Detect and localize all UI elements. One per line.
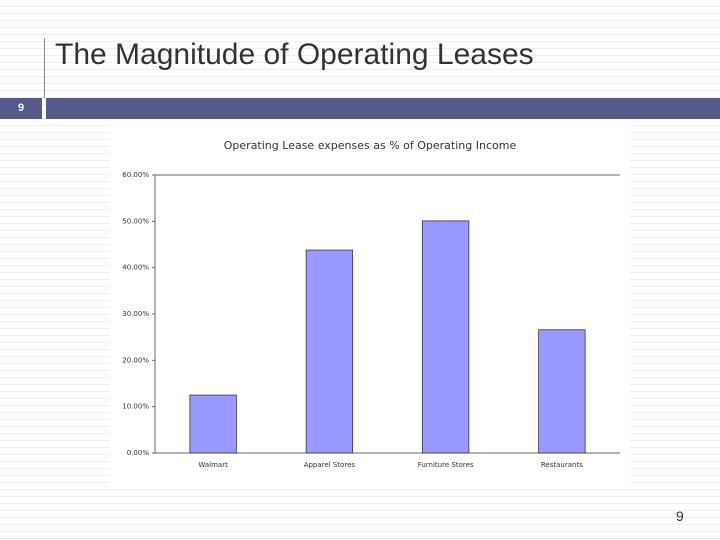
- bar: [305, 249, 354, 454]
- y-tick-label: 0.00%: [127, 449, 150, 457]
- x-tick-label: Restaurants: [541, 461, 583, 469]
- y-tick-label: 30.00%: [122, 310, 149, 318]
- y-tick-label: 50.00%: [122, 217, 149, 225]
- x-tick-label: Walmart: [198, 461, 228, 469]
- section-number: 9: [0, 98, 42, 119]
- page-number: 9: [676, 508, 684, 524]
- y-tick-label: 60.00%: [122, 171, 149, 179]
- header-band: [46, 98, 720, 119]
- y-tick-label: 40.00%: [122, 264, 149, 272]
- y-tick-label: 10.00%: [122, 403, 149, 411]
- y-tick-label: 20.00%: [122, 356, 149, 364]
- bar: [189, 394, 237, 454]
- x-tick-label: Apparel Stores: [304, 461, 356, 469]
- slide-title: The Magnitude of Operating Leases: [55, 38, 534, 71]
- chart: Operating Lease expenses as % of Operati…: [110, 120, 630, 485]
- x-tick-label: Furniture Stores: [418, 461, 474, 469]
- bar: [421, 220, 470, 454]
- divider: [44, 38, 45, 98]
- chart-title: Operating Lease expenses as % of Operati…: [224, 139, 517, 152]
- bar: [538, 329, 586, 454]
